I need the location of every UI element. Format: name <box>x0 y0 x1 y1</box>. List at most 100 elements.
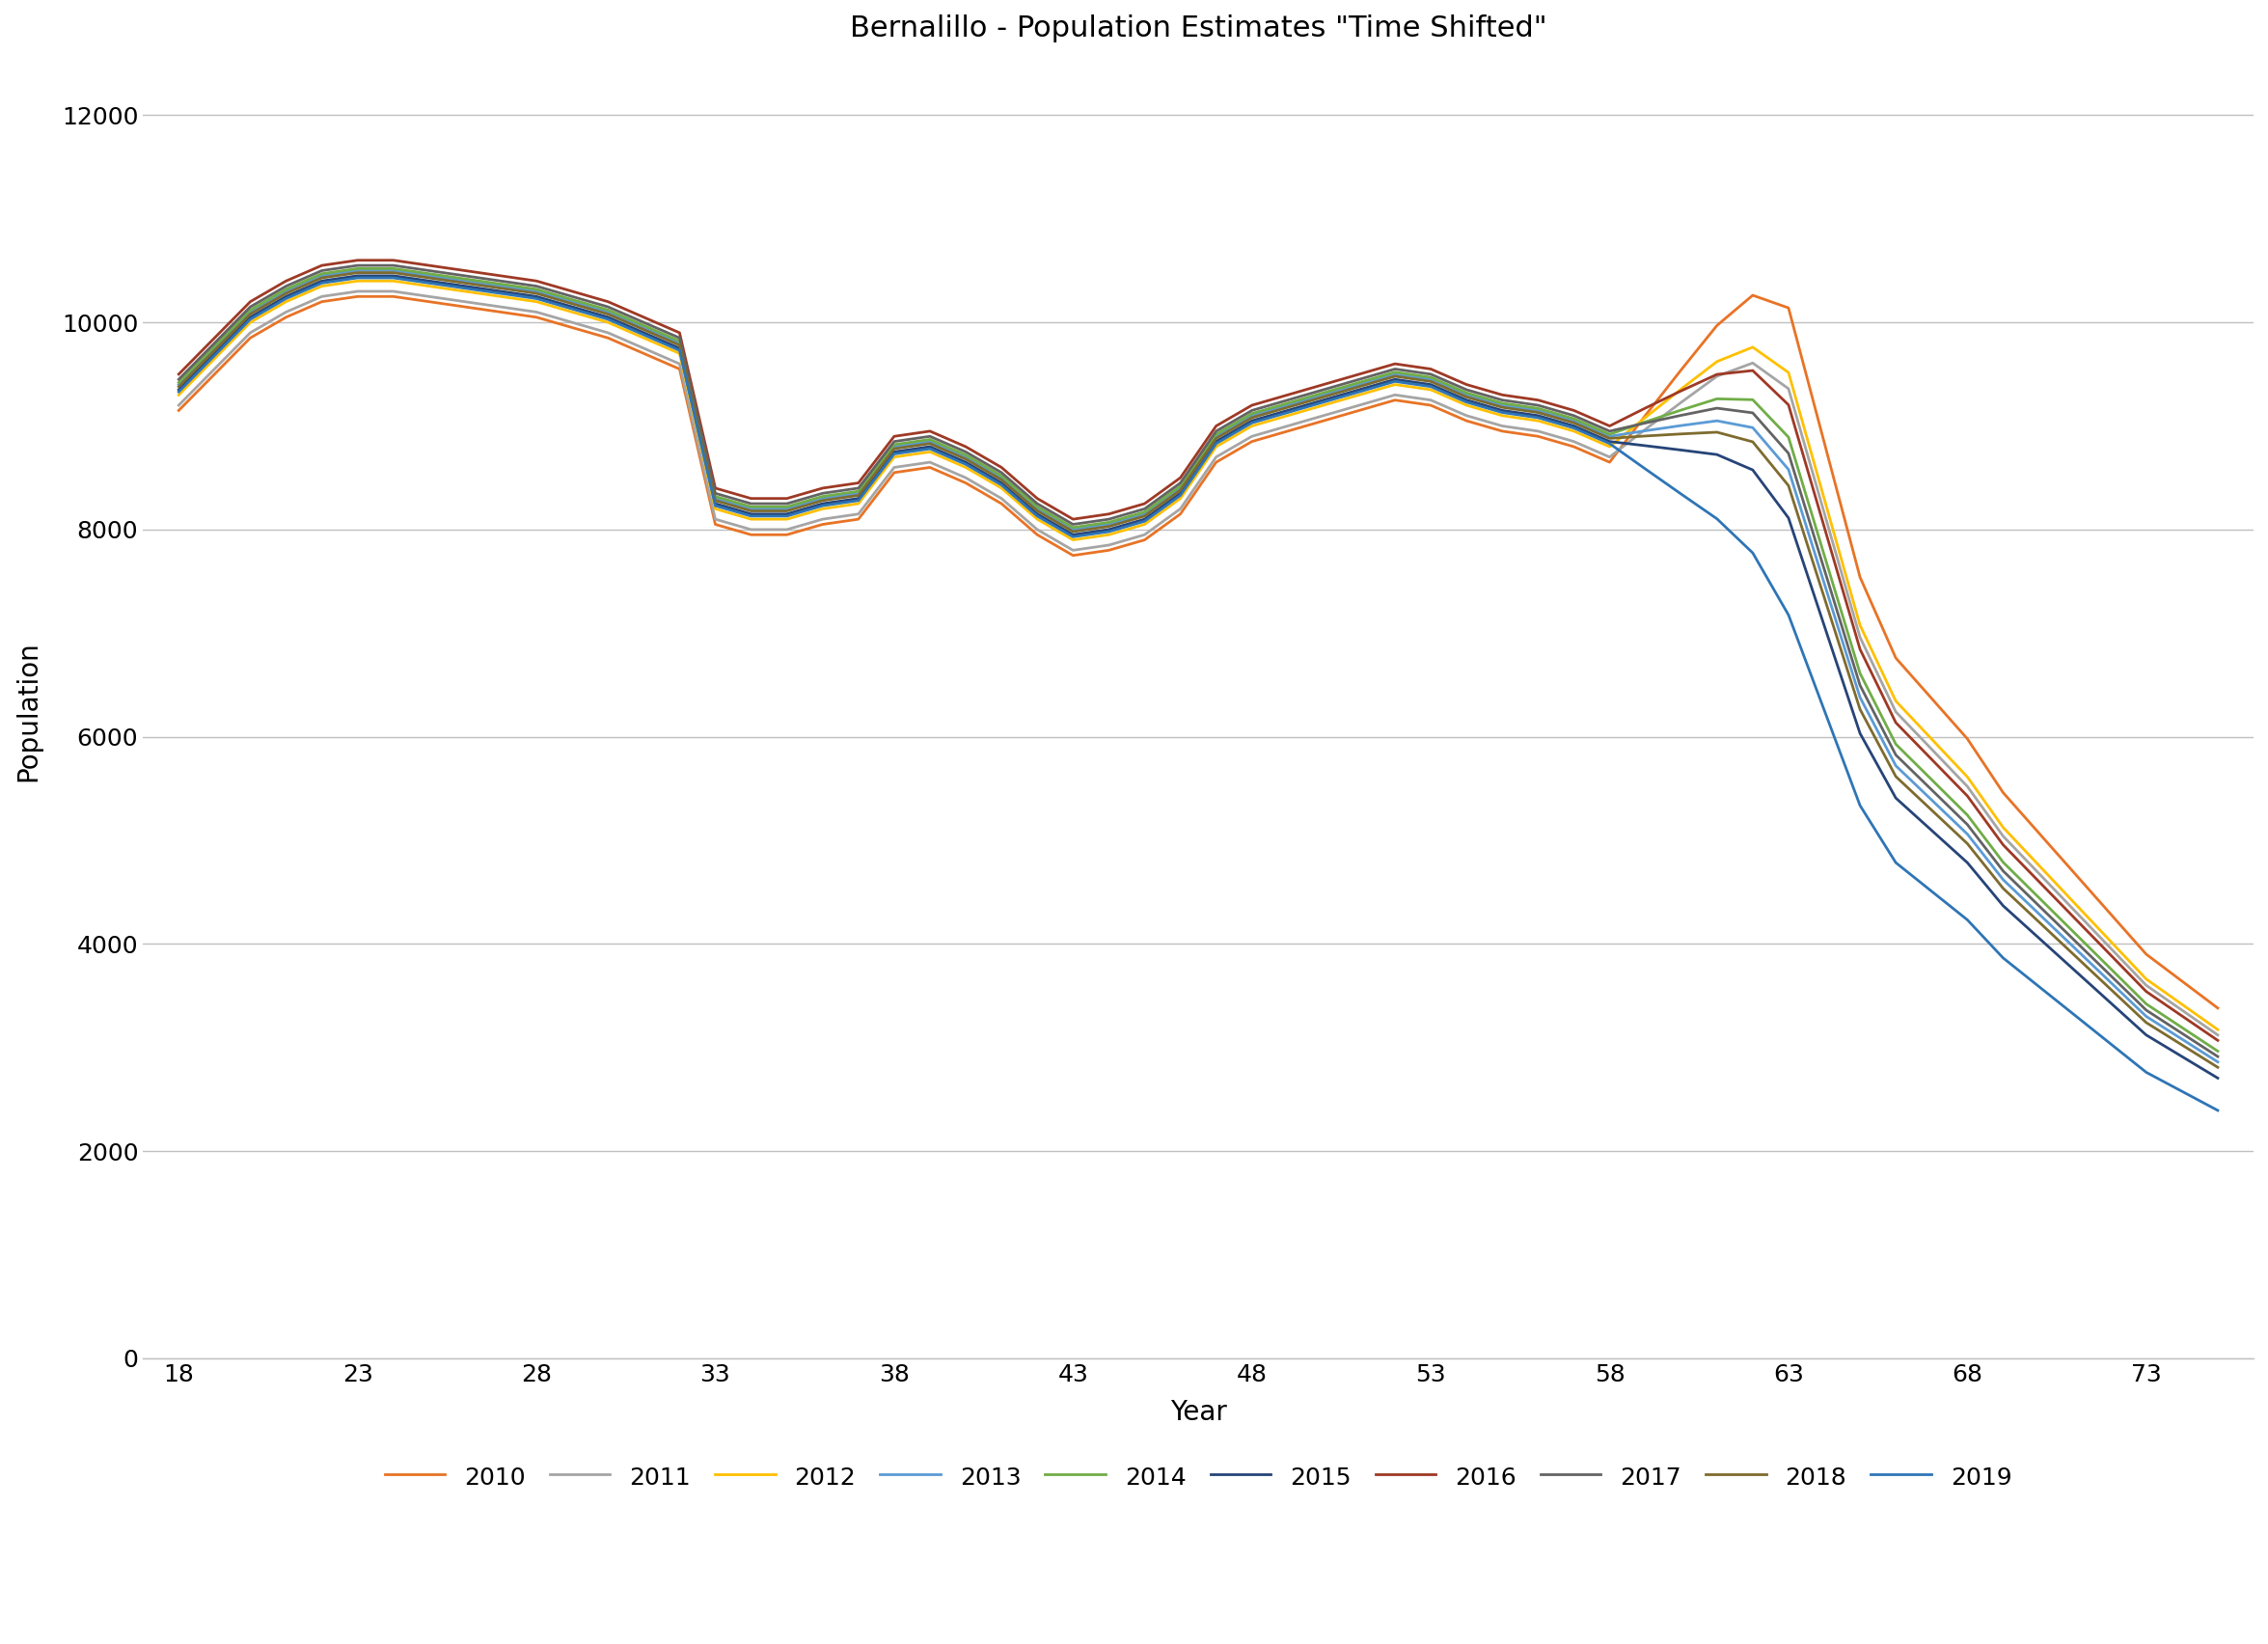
2018 <box>2132 1013 2159 1032</box>
2010 <box>1524 426 1551 446</box>
2017 <box>1560 406 1588 426</box>
2010 <box>1919 689 1946 709</box>
2011 <box>2204 1026 2232 1046</box>
2017 <box>166 370 193 390</box>
2010 <box>2132 944 2159 963</box>
Line: 2017: 2017 <box>179 265 2218 1057</box>
2013 <box>166 375 193 395</box>
2019 <box>1919 881 1946 901</box>
2012 <box>2204 1019 2232 1039</box>
2014 <box>1560 409 1588 429</box>
2014 <box>2132 995 2159 1014</box>
2012 <box>701 500 728 520</box>
2019 <box>1560 418 1588 437</box>
2013 <box>1703 411 1730 431</box>
2010 <box>1667 360 1694 380</box>
2018 <box>1560 413 1588 432</box>
2010 <box>631 344 658 363</box>
2018 <box>166 376 193 396</box>
2013 <box>667 334 694 353</box>
2018 <box>1919 801 1946 820</box>
Line: 2015: 2015 <box>179 276 2218 1078</box>
2019 <box>1703 510 1730 529</box>
2013 <box>1560 411 1588 431</box>
2013 <box>345 261 372 281</box>
2014 <box>2204 1041 2232 1060</box>
2016 <box>1919 750 1946 769</box>
Line: 2010: 2010 <box>179 296 2218 1008</box>
Y-axis label: Population: Population <box>14 641 41 781</box>
2017 <box>2204 1047 2232 1067</box>
2017 <box>2132 1000 2159 1019</box>
2015 <box>701 493 728 513</box>
Legend: 2010, 2011, 2012, 2013, 2014, 2015, 2016, 2017, 2018, 2019: 2010, 2011, 2012, 2013, 2014, 2015, 2016… <box>372 1452 2023 1501</box>
2010 <box>166 401 193 421</box>
2012 <box>1560 421 1588 441</box>
2015 <box>667 339 694 358</box>
2015 <box>1919 820 1946 840</box>
2016 <box>166 365 193 385</box>
2017 <box>1919 779 1946 799</box>
X-axis label: Year: Year <box>1170 1399 1227 1427</box>
2019 <box>345 268 372 288</box>
2019 <box>701 496 728 516</box>
2016 <box>345 250 372 270</box>
2016 <box>2132 981 2159 1001</box>
2017 <box>345 255 372 275</box>
Line: 2018: 2018 <box>179 273 2218 1067</box>
2016 <box>1703 365 1730 385</box>
2018 <box>667 335 694 355</box>
2015 <box>1560 416 1588 436</box>
2016 <box>701 478 728 498</box>
2013 <box>2204 1052 2232 1072</box>
2013 <box>2132 1006 2159 1026</box>
2014 <box>1919 769 1946 789</box>
2019 <box>667 340 694 360</box>
2013 <box>1919 791 1946 810</box>
2018 <box>1703 423 1730 442</box>
2011 <box>345 281 372 301</box>
2012 <box>166 385 193 404</box>
2018 <box>701 490 728 510</box>
2012 <box>1919 730 1946 750</box>
2014 <box>166 373 193 393</box>
2010 <box>1740 286 1767 306</box>
2015 <box>345 266 372 286</box>
2011 <box>1919 740 1946 760</box>
2012 <box>345 271 372 291</box>
2015 <box>2132 1026 2159 1046</box>
2011 <box>701 510 728 529</box>
2019 <box>166 381 193 401</box>
2015 <box>2204 1069 2232 1088</box>
2013 <box>701 488 728 508</box>
2012 <box>1703 352 1730 372</box>
2010 <box>2204 998 2232 1018</box>
2019 <box>2132 1062 2159 1082</box>
2011 <box>1703 367 1730 386</box>
2012 <box>2132 970 2159 990</box>
2011 <box>667 353 694 373</box>
2016 <box>667 322 694 342</box>
2014 <box>345 258 372 278</box>
Line: 2019: 2019 <box>179 278 2218 1110</box>
2011 <box>2132 975 2159 995</box>
2018 <box>2204 1057 2232 1077</box>
Line: 2016: 2016 <box>179 260 2218 1041</box>
2016 <box>2204 1031 2232 1051</box>
2010 <box>667 358 694 378</box>
2016 <box>1560 401 1588 421</box>
Line: 2014: 2014 <box>179 268 2218 1051</box>
2015 <box>166 380 193 399</box>
2019 <box>2204 1100 2232 1120</box>
2018 <box>345 263 372 283</box>
Line: 2013: 2013 <box>179 271 2218 1062</box>
2014 <box>667 330 694 350</box>
2014 <box>1703 390 1730 409</box>
2012 <box>667 344 694 363</box>
2015 <box>1703 444 1730 464</box>
Title: Bernalillo - Population Estimates "Time Shifted": Bernalillo - Population Estimates "Time … <box>850 15 1547 43</box>
Line: 2012: 2012 <box>179 281 2218 1029</box>
Line: 2011: 2011 <box>179 291 2218 1036</box>
2014 <box>701 487 728 506</box>
2017 <box>701 483 728 503</box>
